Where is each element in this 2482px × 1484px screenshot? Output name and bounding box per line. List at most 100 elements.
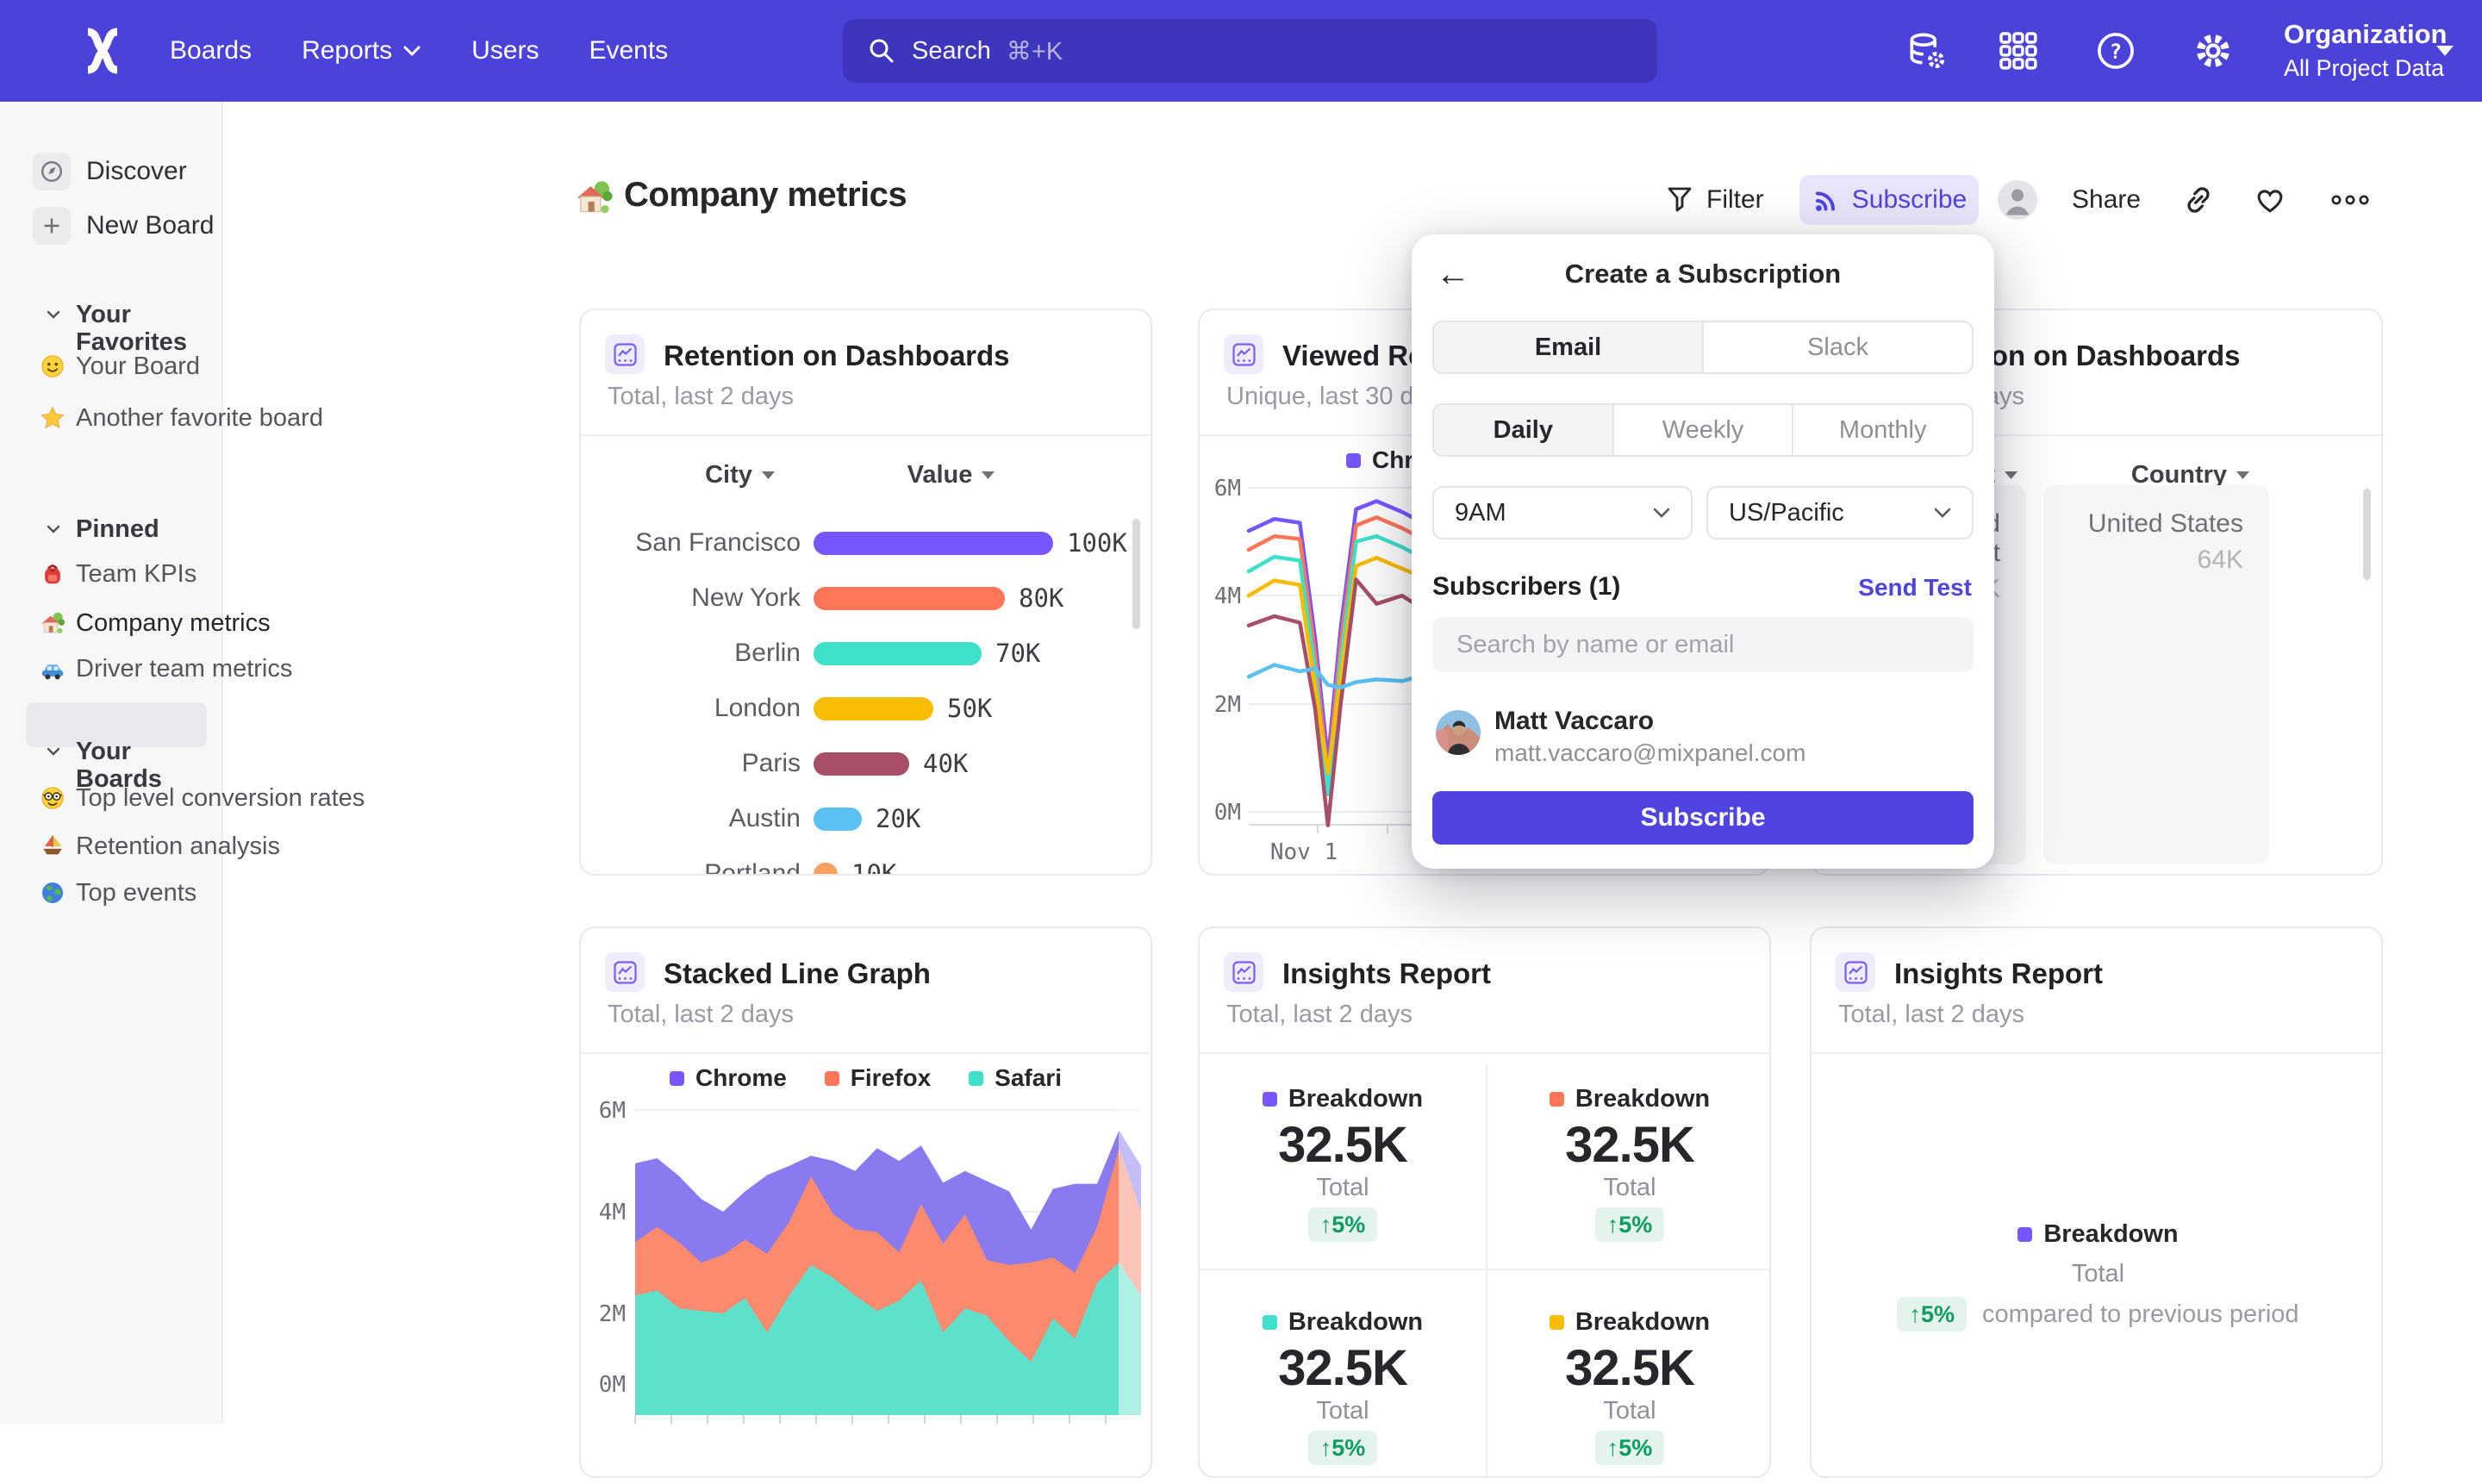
tab-daily[interactable]: Daily: [1434, 405, 1612, 455]
delta-badge: ↑5%: [1897, 1297, 1967, 1331]
filter-funnel-icon: [1665, 184, 1694, 215]
timezone-select[interactable]: US/Pacific: [1706, 486, 1974, 539]
value-bar: [814, 752, 909, 776]
breakdown-panel[interactable]: United States 64K: [2043, 485, 2269, 864]
sidebar-item-driver-team-metrics[interactable]: Driver team metrics: [0, 650, 223, 688]
time-select[interactable]: 9AM: [1432, 486, 1693, 539]
value-bar: [814, 642, 982, 665]
card-subtitle: Total, last 2 days: [1838, 1001, 2024, 1029]
row-city-label: San Francisco: [581, 515, 801, 571]
help-icon[interactable]: ?: [2095, 30, 2136, 72]
legend-swatch: [825, 1071, 839, 1086]
report-icon: [605, 334, 645, 374]
column-header-value[interactable]: Value: [895, 460, 1007, 489]
sidebar-item-label: Top level conversion rates: [76, 779, 365, 817]
sidebar-section-your-boards[interactable]: Your Boards: [0, 738, 223, 765]
copy-link-button[interactable]: [2182, 175, 2215, 225]
sidebar-section-your-favorites[interactable]: Your Favorites: [0, 301, 223, 328]
kpi-sub: Total: [2072, 1259, 2124, 1288]
top-nav: Boards Reports Users Events Search ⌘+K ?…: [0, 0, 2482, 102]
scrollbar[interactable]: [2363, 489, 2371, 580]
panel-label: United States: [2043, 509, 2243, 539]
card-subtitle: Total, last 2 days: [608, 1001, 794, 1029]
filter-button[interactable]: Filter: [1665, 175, 1764, 225]
page-title: Company metrics: [624, 176, 907, 215]
sidebar-new-board[interactable]: New Board: [0, 207, 223, 245]
settings-gear-icon[interactable]: [2192, 30, 2234, 72]
chevron-down-icon: [45, 306, 62, 323]
sidebar-item-top-level-conversion-rates[interactable]: Top level conversion rates: [0, 779, 223, 817]
column-header-city[interactable]: City: [684, 460, 796, 489]
svg-text:0M: 0M: [599, 1372, 626, 1398]
sidebar-discover[interactable]: Discover: [0, 153, 223, 190]
row-city-label: Austin: [581, 791, 801, 846]
sidebar-section-pinned[interactable]: Pinned: [0, 515, 223, 543]
nav-reports[interactable]: Reports: [302, 36, 421, 65]
svg-text:4M: 4M: [599, 1200, 626, 1225]
nav-events[interactable]: Events: [589, 36, 668, 65]
compass-icon: [33, 153, 71, 190]
sidebar-item-label: Your Board: [76, 347, 200, 385]
scrollbar[interactable]: [1132, 519, 1140, 629]
more-options-button[interactable]: [2329, 175, 2372, 225]
avatar[interactable]: [1998, 180, 2037, 220]
breakdown-text: Breakdown: [1575, 1085, 1710, 1113]
sidebar-item-top-events[interactable]: Top events: [0, 874, 223, 912]
svg-text:2M: 2M: [599, 1301, 626, 1327]
subscriber-name: Matt Vaccaro: [1494, 707, 1654, 736]
share-button[interactable]: Share: [2072, 175, 2141, 225]
caret-down-icon: [2004, 471, 2018, 480]
sidebar-item-company-metrics[interactable]: Company metrics: [0, 604, 223, 642]
value-bar: [814, 587, 1005, 610]
sidebar-item-your-board[interactable]: Your Board: [0, 347, 223, 385]
subscribe-submit-button[interactable]: Subscribe: [1432, 791, 1974, 845]
card-title: Retention on Dashboards: [664, 340, 1010, 372]
search-placeholder: Search: [912, 37, 991, 65]
tab-monthly[interactable]: Monthly: [1792, 405, 1972, 455]
sidebar-item-label: Company metrics: [76, 604, 271, 642]
card-subtitle: Total, last 2 days: [608, 383, 794, 411]
card-insights-report-grid: Insights Report Total, last 2 days Break…: [1198, 926, 1771, 1478]
sidebar-item-label: Team KPIs: [76, 555, 196, 593]
kpi-value: 32.5K: [1278, 1118, 1407, 1173]
sidebar-item-team-kpis[interactable]: Team KPIs: [0, 555, 223, 593]
send-test-link[interactable]: Send Test: [1858, 574, 1972, 602]
legend-swatch: [670, 1071, 684, 1086]
row-value: 10K: [851, 846, 896, 876]
apps-grid-icon[interactable]: [1998, 30, 2039, 72]
timezone-value: US/Pacific: [1729, 499, 1934, 527]
data-management-icon[interactable]: [1906, 30, 1948, 72]
tab-weekly[interactable]: Weekly: [1612, 405, 1793, 455]
mixpanel-logo[interactable]: [72, 21, 133, 81]
tab-email[interactable]: Email: [1434, 322, 1702, 372]
kpi-delta-row: ↑5% compared to previous period: [1897, 1297, 2298, 1331]
mixpanel-app: Boards Reports Users Events Search ⌘+K ?…: [0, 0, 2482, 1424]
svg-text:0M: 0M: [1214, 800, 1241, 826]
global-search-input[interactable]: Search ⌘+K: [843, 19, 1657, 83]
sidebar-discover-label: Discover: [86, 157, 187, 186]
board-emoji-icon: [574, 178, 614, 217]
sidebar-item-another-favorite-board[interactable]: Another favorite board: [0, 399, 223, 437]
sidebar-item-label: Retention analysis: [76, 827, 280, 865]
tab-slack[interactable]: Slack: [1702, 322, 1972, 372]
legend-swatch: [1550, 1315, 1564, 1330]
favorite-button[interactable]: [2253, 175, 2287, 225]
subscriber-search-input[interactable]: [1432, 617, 1974, 672]
nav-users[interactable]: Users: [471, 36, 539, 65]
rss-icon: [1812, 185, 1841, 215]
nav-boards[interactable]: Boards: [170, 36, 252, 65]
breakdown-text: Breakdown: [1288, 1085, 1423, 1113]
project-switcher[interactable]: Organization All Project Data: [2284, 19, 2447, 82]
divider: [581, 434, 1151, 436]
subscribe-button[interactable]: Subscribe: [1799, 175, 1979, 225]
sidebar-item-retention-analysis[interactable]: Retention analysis: [0, 827, 223, 865]
